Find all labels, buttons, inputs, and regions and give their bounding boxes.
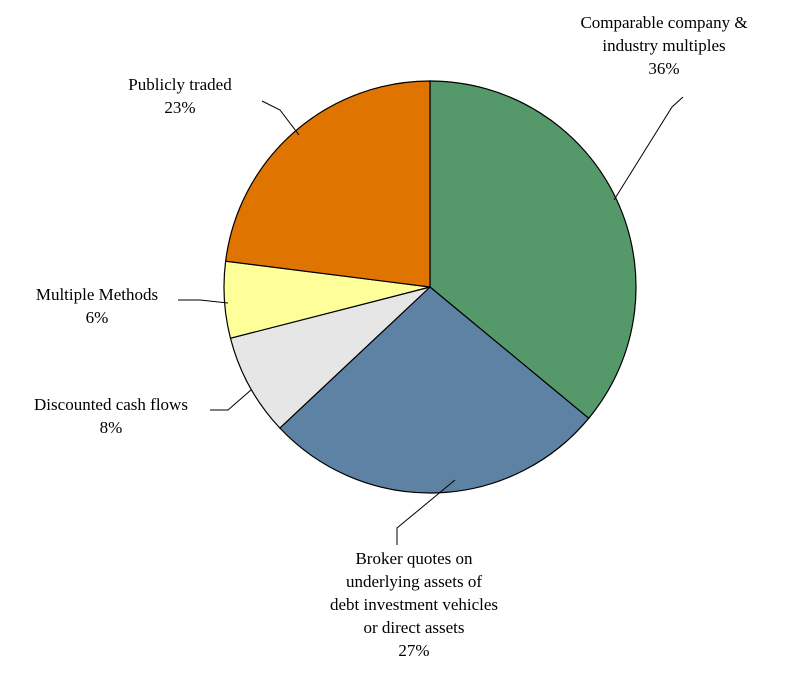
pie-slice-comparable-company (429, 80, 637, 420)
slice-percent: 36% (648, 59, 679, 78)
leader-line (178, 299, 229, 304)
slice-label-line: debt investment vehicles (330, 595, 498, 614)
slice-label-line: Discounted cash flows (34, 395, 188, 414)
leader-line (210, 389, 252, 411)
slice-label-line: industry multiples (602, 36, 725, 55)
slice-label-comparable-company: Comparable company & industry multiples 36… (580, 13, 747, 78)
pie-slices (223, 80, 637, 494)
slice-label-line: Multiple Methods (36, 285, 158, 304)
pie-slice-discounted-cash-flows (229, 286, 431, 429)
slice-percent: 8% (100, 418, 123, 437)
slice-label-discounted-cash-flows: Discounted cash flows 8% (34, 395, 188, 437)
slice-percent: 23% (164, 98, 195, 117)
slice-label-line: underlying assets of (346, 572, 482, 591)
slice-label-line: or direct assets (363, 618, 464, 637)
slice-label-broker-quotes-on: Broker quotes on underlying assets of debt… (330, 549, 498, 660)
leader-line (396, 479, 456, 545)
slice-label-line: Comparable company & (580, 13, 747, 32)
slice-label-line: Publicly traded (128, 75, 232, 94)
pie-slice-broker-quotes-on (278, 286, 590, 494)
slice-label-multiple-methods: Multiple Methods 6% (36, 285, 158, 327)
slice-label-publicly-traded: Publicly traded 23% (128, 75, 232, 117)
slice-percent: 6% (86, 308, 109, 327)
slice-labels: Comparable company & industry multiples 36… (34, 13, 748, 660)
slice-percent: 27% (398, 641, 429, 660)
leader-line (613, 96, 684, 201)
leader-lines (178, 96, 684, 545)
slice-label-line: Broker quotes on (355, 549, 473, 568)
leader-line (261, 100, 300, 136)
pie-slice-publicly-traded (224, 80, 431, 288)
